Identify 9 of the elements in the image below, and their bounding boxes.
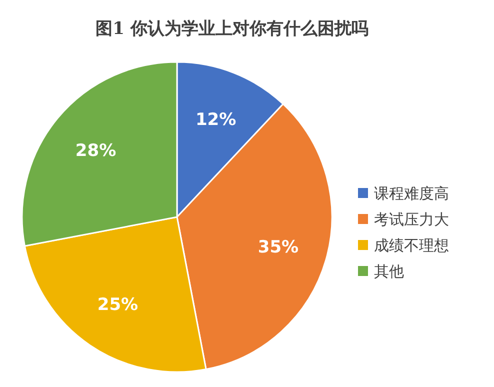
- chart-title: 图1 你认为学业上对你有什么困扰吗: [96, 19, 368, 39]
- legend-label: 成绩不理想: [374, 236, 449, 254]
- legend-label: 其他: [374, 262, 404, 280]
- legend-label: 课程难度高: [374, 184, 449, 202]
- data-label: 35%: [258, 237, 299, 258]
- data-label: 25%: [97, 295, 138, 316]
- data-label: 28%: [75, 140, 116, 161]
- legend-label: 考试压力大: [374, 210, 449, 228]
- data-label: 12%: [195, 110, 236, 130]
